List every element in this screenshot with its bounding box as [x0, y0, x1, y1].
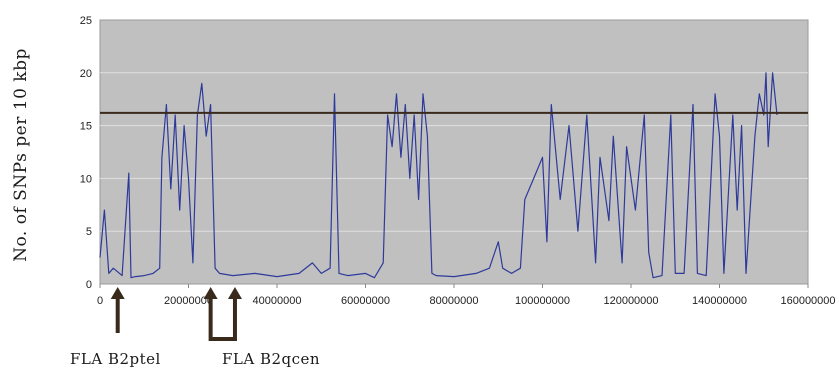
annotation-arrow-1: [203, 287, 242, 341]
y-tick-label-10: 10: [80, 173, 92, 185]
x-tick-label-0: 0: [97, 295, 103, 307]
x-tick-label-3: 60000000: [341, 295, 390, 307]
y-tick-label-15: 15: [80, 121, 92, 133]
y-axis-label-text: No. of SNPs per 10 kbp: [11, 48, 31, 262]
x-tick-label-5: 100000000: [515, 295, 570, 307]
annotation-arrow-0: [110, 287, 125, 333]
y-tick-label-20: 20: [80, 68, 92, 80]
x-tick-label-6: 120000000: [603, 295, 658, 307]
y-axis-ticks: 0 5 10 15 20 25: [80, 15, 92, 291]
snp-density-line: [99, 72, 778, 279]
y-tick-label-5: 5: [86, 226, 92, 238]
x-tick-label-7: 140000000: [692, 295, 747, 307]
y-tick-label-0: 0: [86, 279, 92, 291]
gridlines: [100, 72, 808, 232]
x-tick-label-4: 80000000: [430, 295, 479, 307]
y-axis-label: No. of SNPs per 10 kbp: [6, 20, 36, 290]
x-tick-label-2: 40000000: [253, 295, 302, 307]
plot-area: [99, 19, 809, 285]
x-axis-ticks: 0 20000000 40000000 60000000 80000000 1000000…: [97, 284, 836, 307]
x-tick-label-1: 20000000: [164, 295, 213, 307]
y-tick-label-25: 25: [80, 15, 92, 27]
annotation-fla-b2ptel: FLA B2ptel: [70, 350, 161, 368]
x-tick-label-8: 160000000: [780, 295, 835, 307]
annotation-arrows: [110, 287, 242, 341]
annotation-fla-b2qcen: FLA B2qcen: [222, 350, 321, 368]
